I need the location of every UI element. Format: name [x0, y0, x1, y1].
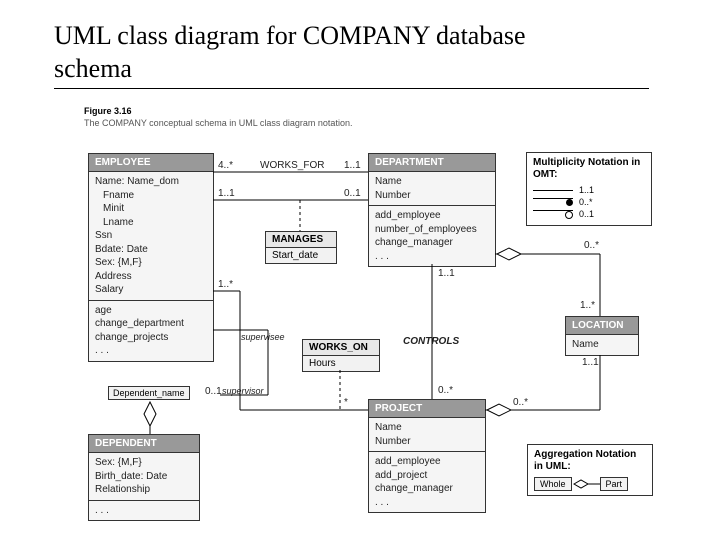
figure-label: Figure 3.16 [84, 106, 132, 116]
class-department-ops: add_employee number_of_employees change_… [369, 206, 495, 266]
label-controls: CONTROLS [403, 336, 459, 347]
title-underline [54, 88, 649, 89]
class-employee: EMPLOYEE Name: Name_dom Fname Minit Lnam… [88, 153, 214, 362]
class-employee-name: EMPLOYEE [89, 154, 213, 172]
class-department-attrs: Name Number [369, 172, 495, 206]
title-line1: UML class diagram for COMPANY database [54, 21, 526, 50]
class-employee-attrs: Name: Name_dom Fname Minit Lname Ssn Bda… [89, 172, 213, 301]
class-dependent: DEPENDENT Sex: {M,F} Birth_date: Date Re… [88, 434, 200, 521]
class-dependent-name: DEPENDENT [89, 435, 199, 453]
slide-title: UML class diagram for COMPANY database s… [54, 20, 526, 85]
assoc-manages: MANAGES Start_date [265, 231, 337, 264]
class-project-ops: add_employee add_project change_manager … [369, 452, 485, 512]
class-location: LOCATION Name [565, 316, 639, 356]
class-project-name: PROJECT [369, 400, 485, 418]
class-project: PROJECT Name Number add_employee add_pro… [368, 399, 486, 513]
class-location-attrs: Name [566, 335, 638, 355]
legend-multiplicity: Multiplicity Notation in OMT: 1..1 0..* … [526, 152, 652, 226]
class-employee-ops: age change_department change_projects . … [89, 301, 213, 361]
class-location-name: LOCATION [566, 317, 638, 335]
assoc-works-on: WORKS_ON Hours [302, 339, 380, 372]
class-dependent-ops: . . . [89, 501, 199, 521]
class-department-name: DEPARTMENT [369, 154, 495, 172]
class-project-attrs: Name Number [369, 418, 485, 452]
qualifier-dependent-name: Dependent_name [108, 386, 190, 400]
legend-aggregation: Aggregation Notation in UML: Whole Part [527, 444, 653, 496]
title-line2: schema [54, 54, 132, 83]
class-department: DEPARTMENT Name Number add_employee numb… [368, 153, 496, 267]
label-works-for: WORKS_FOR [260, 160, 324, 171]
figure-caption: The COMPANY conceptual schema in UML cla… [84, 118, 352, 128]
class-dependent-attrs: Sex: {M,F} Birth_date: Date Relationship [89, 453, 199, 501]
